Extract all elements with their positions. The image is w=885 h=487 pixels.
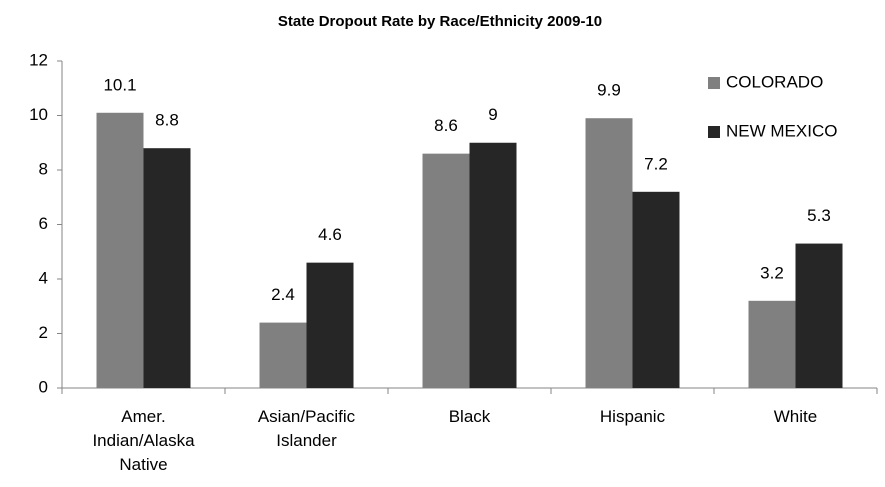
legend-swatch — [708, 126, 720, 138]
bar — [795, 243, 843, 388]
y-tick-label: 12 — [29, 50, 48, 69]
data-label: 9 — [488, 105, 497, 124]
legend-swatch — [708, 77, 720, 89]
data-label: 8.8 — [155, 111, 179, 130]
chart-title: State Dropout Rate by Race/Ethnicity 200… — [278, 13, 602, 30]
data-label: 8.6 — [434, 116, 458, 135]
bar — [259, 322, 307, 388]
x-tick-label: Black — [448, 407, 491, 426]
data-label: 10.1 — [103, 75, 136, 94]
bar — [469, 142, 517, 388]
bar — [585, 118, 633, 388]
x-tick-label: Hispanic — [599, 407, 666, 426]
bar — [96, 112, 144, 389]
bar — [632, 191, 680, 388]
bar — [748, 300, 796, 388]
y-tick-label: 6 — [39, 214, 48, 233]
y-tick-label: 4 — [39, 268, 48, 287]
data-label: 5.3 — [807, 206, 831, 225]
y-tick-label: 8 — [39, 159, 48, 178]
legend-label: COLORADO — [726, 72, 823, 91]
y-tick-label: 10 — [29, 105, 48, 124]
data-label: 3.2 — [760, 263, 784, 282]
bar — [422, 153, 470, 388]
x-tick-label: Amer. Indian/Alaska Native — [92, 407, 195, 474]
data-label: 2.4 — [271, 285, 295, 304]
y-tick-label: 0 — [39, 377, 48, 396]
bar — [306, 262, 354, 388]
x-tick-label: White — [773, 407, 818, 426]
x-tick-label: Asian/Pacific Islander — [257, 407, 356, 450]
y-tick-label: 2 — [39, 323, 48, 342]
bar — [143, 148, 191, 388]
data-label: 9.9 — [597, 81, 621, 100]
legend-label: NEW MEXICO — [726, 121, 837, 140]
data-label: 4.6 — [318, 225, 342, 244]
data-label: 7.2 — [644, 154, 668, 173]
